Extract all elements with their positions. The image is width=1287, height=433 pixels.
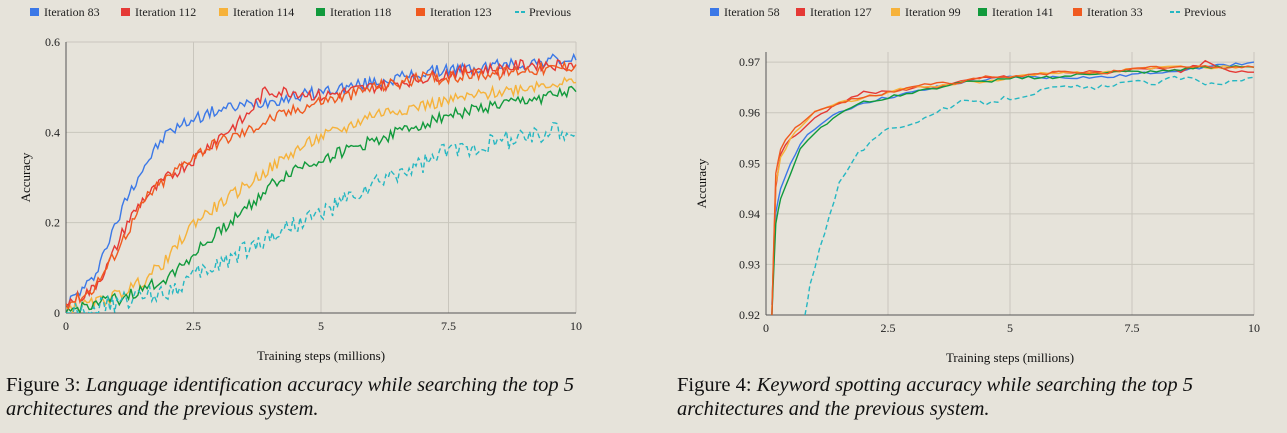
y-tick-label: 0 (54, 306, 60, 320)
series-line-iteration-141 (771, 65, 1255, 315)
y-axis-label: Accuracy (694, 158, 709, 208)
legend-label: Iteration 99 (905, 5, 961, 19)
x-tick-label: 5 (1007, 321, 1013, 335)
x-tick-label: 5 (318, 319, 324, 333)
x-tick-label: 0 (763, 321, 769, 335)
legend-swatch (121, 8, 130, 16)
y-tick-label: 0.2 (45, 216, 60, 230)
series-line-previous (66, 122, 577, 313)
y-axis-label: Accuracy (18, 152, 33, 202)
x-tick-label: 7.5 (1125, 321, 1140, 335)
legend-swatch (30, 8, 39, 16)
figure-3-caption: Figure 3: Language identification accura… (6, 373, 626, 421)
y-tick-label: 0.6 (45, 35, 60, 49)
legend-swatch (1073, 8, 1082, 16)
legend-label: Iteration 83 (44, 5, 100, 19)
chart-language-identification: 0 2.5 5 7.5 10 0 0.2 0.4 0.6 Training steps (mill… (18, 5, 582, 363)
x-axis-label: Training steps (millions) (257, 348, 385, 363)
legend-label: Previous (1184, 5, 1226, 19)
series-line-iteration-123 (66, 60, 577, 311)
legend-swatch (891, 8, 900, 16)
legend-label: Iteration 58 (724, 5, 780, 19)
legend-swatch (978, 8, 987, 16)
series-line-iteration-114 (66, 76, 577, 313)
series-line-iteration-33 (771, 64, 1255, 315)
figure-4-caption: Figure 4: Keyword spotting accuracy whil… (677, 373, 1277, 421)
y-tick-label: 0.94 (739, 207, 760, 221)
legend-label: Previous (529, 5, 571, 19)
legend-swatch (796, 8, 805, 16)
legend-label: Iteration 114 (233, 5, 294, 19)
y-tick-label: 0.92 (739, 308, 760, 322)
chart-keyword-spotting: 0 2.5 5 7.5 10 0.92 0.93 0.94 0.95 0.96 0.97 Traini… (694, 5, 1260, 365)
series-line-iteration-112 (66, 58, 577, 306)
figure-4-label: Figure 4: (677, 374, 752, 396)
y-tick-label: 0.93 (739, 257, 760, 271)
x-tick-label: 2.5 (881, 321, 896, 335)
figure-4-text: Keyword spotting accuracy while searchin… (677, 374, 1194, 420)
legend-swatch (316, 8, 325, 16)
figure-3-text: Language identification accuracy while s… (6, 374, 575, 420)
series-line-iteration-118 (66, 85, 577, 313)
legend-label: Iteration 33 (1087, 5, 1143, 19)
legend-swatch (219, 8, 228, 16)
x-tick-label: 10 (1248, 321, 1260, 335)
legend-label: Iteration 127 (810, 5, 872, 19)
y-tick-label: 0.95 (739, 156, 760, 170)
legend-label: Iteration 112 (135, 5, 196, 19)
legend-label: Iteration 123 (430, 5, 492, 19)
y-tick-label: 0.97 (739, 55, 760, 69)
y-tick-label: 0.4 (45, 125, 60, 139)
x-tick-label: 7.5 (441, 319, 456, 333)
x-axis-label: Training steps (millions) (946, 350, 1074, 365)
legend-swatch (416, 8, 425, 16)
legend-swatch (710, 8, 719, 16)
y-tick-label: 0.96 (739, 106, 760, 120)
series-line-previous (804, 75, 1255, 315)
x-tick-label: 10 (570, 319, 582, 333)
figure-3-label: Figure 3: (6, 374, 81, 396)
x-tick-label: 2.5 (186, 319, 201, 333)
legend-label: Iteration 118 (330, 5, 391, 19)
legend-label: Iteration 141 (992, 5, 1054, 19)
x-tick-label: 0 (63, 319, 69, 333)
